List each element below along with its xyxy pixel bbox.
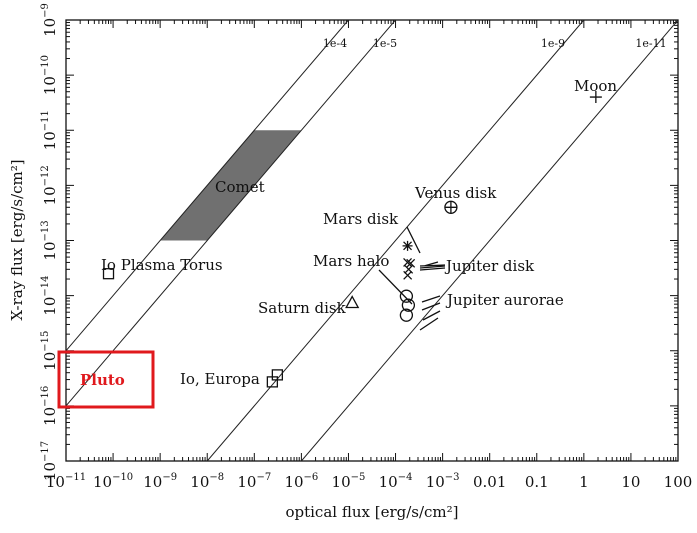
- x-tick-label: 0.01: [473, 473, 506, 491]
- io-europa-marker: [271, 369, 284, 381]
- x-tick-label: 100: [664, 473, 693, 491]
- jupiter-disk-marker: [403, 270, 413, 280]
- ratio-line-label-1e-4: 1e-4: [323, 37, 347, 50]
- comet-region: [160, 130, 302, 241]
- point-labels: 1e-4 1e-5 1e-9 1e-11 Moon Venus disk Io Plasma…: [101, 37, 667, 388]
- io-plasma-torus-label: Io Plasma Torus: [101, 256, 223, 274]
- plot-area: [66, 20, 678, 461]
- mars-disk-label: Mars disk: [323, 210, 399, 228]
- y-axis-label: X-ray flux [erg/s/cm²]: [8, 159, 26, 320]
- ratio-line-1e-9: [206, 20, 585, 461]
- leader-line: [378, 269, 413, 305]
- jupiter-disk-label: Jupiter disk: [444, 257, 535, 275]
- mars-halo-label: Mars halo: [313, 252, 389, 270]
- y-tick-label: 10−12: [40, 165, 59, 205]
- y-tick-label: 10−11: [40, 110, 59, 150]
- x-tick-label: 10−11: [46, 472, 86, 491]
- pluto-label: Pluto: [80, 371, 125, 389]
- jupiter-aurorae-marker: [401, 298, 416, 312]
- x-axis-label: optical flux [erg/s/cm²]: [285, 503, 458, 521]
- io-europa-label: Io, Europa: [180, 370, 260, 388]
- leader-line: [406, 226, 421, 254]
- moon-label: Moon: [574, 77, 617, 95]
- comet-label: Comet: [215, 178, 265, 196]
- jupiter-aurorae-label: Jupiter aurorae: [445, 291, 564, 309]
- mars-disk-marker: [402, 240, 413, 251]
- x-tick-label: 1: [579, 473, 589, 491]
- axis-ticks: [65, 19, 679, 462]
- x-tick-label: 10: [621, 473, 640, 491]
- venus-disk-marker: [444, 201, 457, 214]
- x-tick-label: 10−7: [237, 472, 271, 491]
- saturn-disk-marker: [345, 295, 360, 309]
- x-tick-label: 10−10: [93, 472, 133, 491]
- x-tick-label: 10−3: [426, 472, 460, 491]
- x-tick-label: 10−5: [332, 472, 366, 491]
- saturn-disk-label: Saturn disk: [258, 299, 347, 317]
- pluto-highlight-box: [57, 350, 155, 409]
- x-tick-label: 0.1: [525, 473, 549, 491]
- x-tick-label: 10−9: [143, 472, 177, 491]
- y-tick-label: 10−17: [40, 441, 59, 481]
- jupiter-aurorae-marker: [399, 289, 414, 303]
- ratio-line-1e-5: [66, 20, 396, 407]
- moon-marker: [589, 91, 602, 104]
- venus-disk-label: Venus disk: [414, 184, 497, 202]
- y-tick-label: 10−10: [40, 55, 59, 95]
- y-tick-label: 10−13: [40, 220, 59, 260]
- axis-tick-labels: 10−11 10−10 10−9 10−8 10−7 10−6 10−5 10−4 10−3 0.…: [40, 3, 692, 491]
- y-tick-label: 10−16: [40, 386, 59, 426]
- ratio-line-label-1e-11: 1e-11: [635, 37, 666, 50]
- ratio-line-1e-4: [66, 20, 349, 352]
- jupiter-disk-marker: [406, 258, 416, 268]
- ratio-line-label-1e-5: 1e-5: [373, 37, 397, 50]
- ratio-line-label-1e-9: 1e-9: [541, 37, 565, 50]
- y-tick-label: 10−15: [40, 331, 59, 371]
- ratio-line-1e-11: [301, 20, 678, 461]
- jupiter-aurorae-marker: [399, 308, 414, 322]
- x-tick-label: 10−4: [379, 472, 413, 491]
- io-plasma-torus-marker: [102, 268, 115, 280]
- y-tick-label: 10−14: [40, 276, 59, 316]
- x-tick-label: 10−6: [284, 472, 318, 491]
- leader-line: [419, 295, 441, 331]
- leader-line: [419, 261, 446, 271]
- y-tick-label: 10−9: [40, 3, 59, 37]
- x-tick-label: 10−8: [190, 472, 224, 491]
